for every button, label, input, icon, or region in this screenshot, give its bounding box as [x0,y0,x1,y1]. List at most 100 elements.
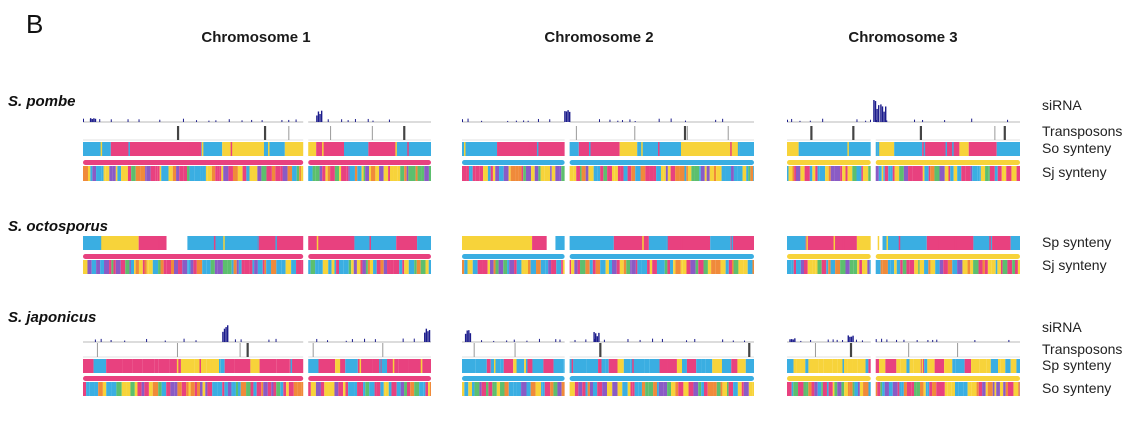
synteny-stripe [962,260,968,274]
synteny-stripe [698,382,702,396]
synteny-stripe [817,260,822,274]
sirna-signal [275,338,277,342]
synteny-stripe [310,260,316,274]
synteny-stripe [737,382,742,396]
synteny-stripe [918,166,921,181]
synteny-stripe [656,382,659,396]
synteny-stripe [634,382,639,396]
synteny-stripe [561,166,565,181]
synteny-block [586,359,599,373]
synteny-stripe [888,382,893,396]
synteny-stripe [328,382,335,396]
transposon-mark [814,343,816,357]
synteny-stripe [883,166,885,181]
synteny-stripe [663,382,668,396]
synteny-stripe [487,260,490,274]
synteny-block [100,236,139,250]
sirna-signal [574,339,576,342]
synteny-stripe [703,260,708,274]
synteny-stripe [193,260,197,274]
synteny-stripe [257,166,262,181]
synteny-stripe [242,166,247,181]
synteny-stripe [951,382,956,396]
sirna-signal [526,340,528,342]
synteny-block [800,359,806,373]
synteny-stripe [462,382,465,396]
synteny-block [263,142,285,156]
sirna-peak [222,331,224,342]
sirna-signal [374,339,376,342]
synteny-block [992,236,1011,250]
synteny-stripe [369,166,372,181]
synteny-stripe [792,166,795,181]
synteny-stripe [408,166,412,181]
synteny-stripe [464,260,468,274]
synteny-stripe [354,166,358,181]
synteny-block [971,359,980,373]
synteny-stripe [691,166,695,181]
synteny-block [224,359,235,373]
synteny-block [676,359,683,373]
synteny-block [578,142,620,156]
synteny-stripe [914,260,919,274]
synteny-stripe [503,166,509,181]
synteny-stripe [542,382,545,396]
synteny-tick [730,142,732,156]
transposon-mark [852,126,855,140]
synteny-stripe [977,166,980,181]
sirna-signal [658,118,660,122]
synteny-stripe [861,260,866,274]
synteny-block [997,359,1001,373]
transposon-mark [810,126,813,140]
synteny-stripe [428,260,431,274]
synteny-stripe [343,382,346,396]
synteny-stripe [252,260,255,274]
synteny-block [952,359,956,373]
synteny-block [381,359,388,373]
synteny-stripe [404,382,407,396]
synteny-tick [316,236,319,250]
synteny-stripe [587,382,590,396]
sirna-signal [99,119,101,122]
synteny-block [847,359,853,373]
synteny-stripe [371,166,376,181]
sirna-peak [852,335,854,342]
sirna-peak [794,338,796,342]
synteny-block [659,359,668,373]
synteny-stripe [390,260,394,274]
synteny-stripe [481,382,487,396]
synteny-stripe [911,382,915,396]
synteny-tick [632,359,634,373]
synteny-stripe [495,260,499,274]
sirna-signal [388,119,390,122]
synteny-block [601,359,606,373]
synteny-block [885,359,897,373]
synteny-stripe [620,166,624,181]
synteny-stripe [129,260,131,274]
synteny-stripe [503,260,508,274]
synteny-stripe [425,382,429,396]
synteny-tick [230,142,233,156]
synteny-stripe [345,382,349,396]
synteny-stripe [428,166,431,181]
synteny-block [354,236,397,250]
synteny-stripe [514,260,517,274]
synteny-stripe [353,260,357,274]
synteny-stripe [704,166,707,181]
synteny-block [926,236,974,250]
sirna-signal [481,120,483,122]
synteny-stripe [675,382,679,396]
synteny-block [569,236,614,250]
synteny-tick [493,359,496,373]
synteny-stripe [177,382,182,396]
synteny-tick [989,236,991,250]
synteny-stripe [916,382,920,396]
synteny-stripe [957,260,963,274]
synteny-block [630,359,645,373]
synteny-stripe [686,260,691,274]
synteny-stripe [477,260,483,274]
synteny-stripe [375,166,380,181]
synteny-block [83,142,111,156]
sirna-signal [268,339,270,342]
synteny-stripe [348,260,352,274]
